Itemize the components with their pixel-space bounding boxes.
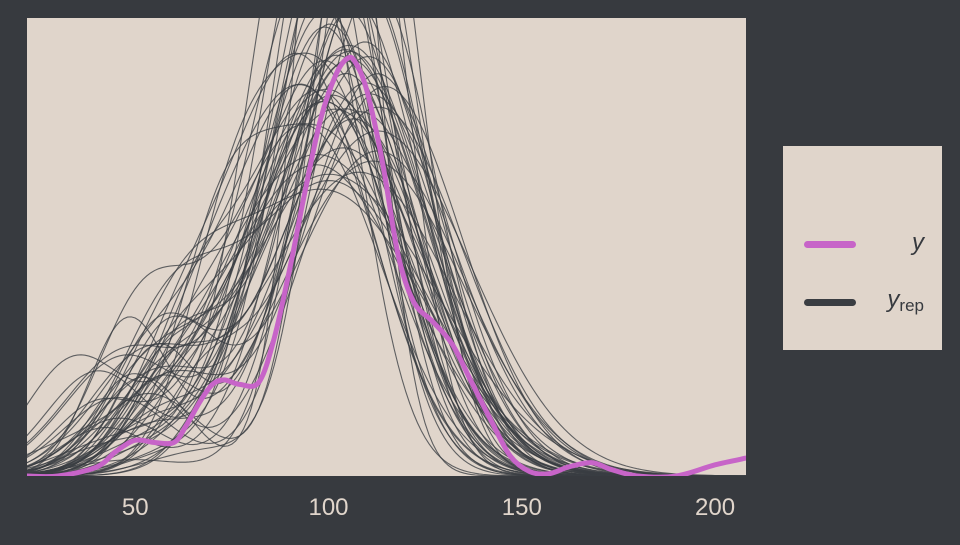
legend: y yrep (783, 146, 942, 350)
yrep-density-line (27, 17, 746, 476)
plot-area (27, 17, 746, 476)
legend-swatch-yrep (804, 299, 856, 306)
x-tick-label: 50 (122, 494, 149, 521)
legend-label-y: y (912, 229, 924, 256)
legend-swatch-y (804, 241, 856, 248)
yrep-density-line (27, 17, 746, 476)
yrep-density-line (27, 23, 746, 476)
x-tick-label: 100 (308, 494, 348, 521)
x-tick-label: 150 (502, 494, 542, 521)
y-density-line (27, 54, 746, 476)
yrep-density-line (27, 17, 746, 476)
yrep-density-line (27, 173, 746, 476)
yrep-density-line (27, 150, 746, 476)
x-tick-label: 200 (695, 494, 735, 521)
yrep-density-line (27, 17, 746, 476)
yrep-density-line (27, 17, 746, 476)
yrep-density-line (27, 17, 746, 476)
legend-label-yrep: yrep (887, 286, 924, 315)
yrep-density-line (27, 17, 746, 476)
yrep-density-line (27, 17, 746, 476)
